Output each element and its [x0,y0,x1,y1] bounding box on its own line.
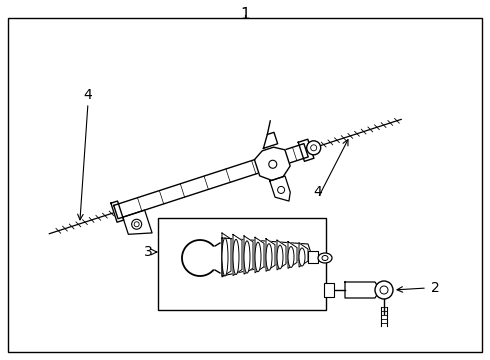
Text: 2: 2 [431,281,440,295]
Circle shape [311,145,317,151]
Text: 4: 4 [84,88,93,102]
Polygon shape [298,139,314,161]
Ellipse shape [288,247,294,267]
Polygon shape [299,243,308,267]
Circle shape [134,222,139,227]
Text: 3: 3 [144,245,152,259]
Polygon shape [266,239,275,271]
Ellipse shape [222,238,228,276]
Polygon shape [222,238,312,276]
Bar [324,283,334,297]
Polygon shape [123,210,152,234]
Circle shape [278,186,285,193]
Polygon shape [222,233,231,277]
Ellipse shape [233,239,239,275]
Text: 1: 1 [240,7,250,22]
Ellipse shape [255,242,261,272]
Text: 4: 4 [314,185,322,199]
Circle shape [380,286,388,294]
Ellipse shape [299,248,305,266]
Ellipse shape [244,241,250,273]
Ellipse shape [322,256,328,261]
Polygon shape [345,282,380,298]
Polygon shape [233,234,242,275]
Circle shape [307,141,320,155]
Polygon shape [270,176,290,201]
Polygon shape [264,132,278,148]
Ellipse shape [318,253,332,263]
Polygon shape [114,144,308,219]
Bar [308,251,318,263]
Polygon shape [255,237,264,273]
Ellipse shape [266,244,272,270]
Circle shape [375,281,393,299]
Circle shape [132,219,142,229]
Polygon shape [111,201,123,222]
Polygon shape [277,240,286,270]
Circle shape [269,160,277,168]
Bar [158,218,326,310]
Polygon shape [254,147,290,180]
Ellipse shape [277,245,283,269]
Polygon shape [288,242,297,269]
Polygon shape [244,236,253,274]
